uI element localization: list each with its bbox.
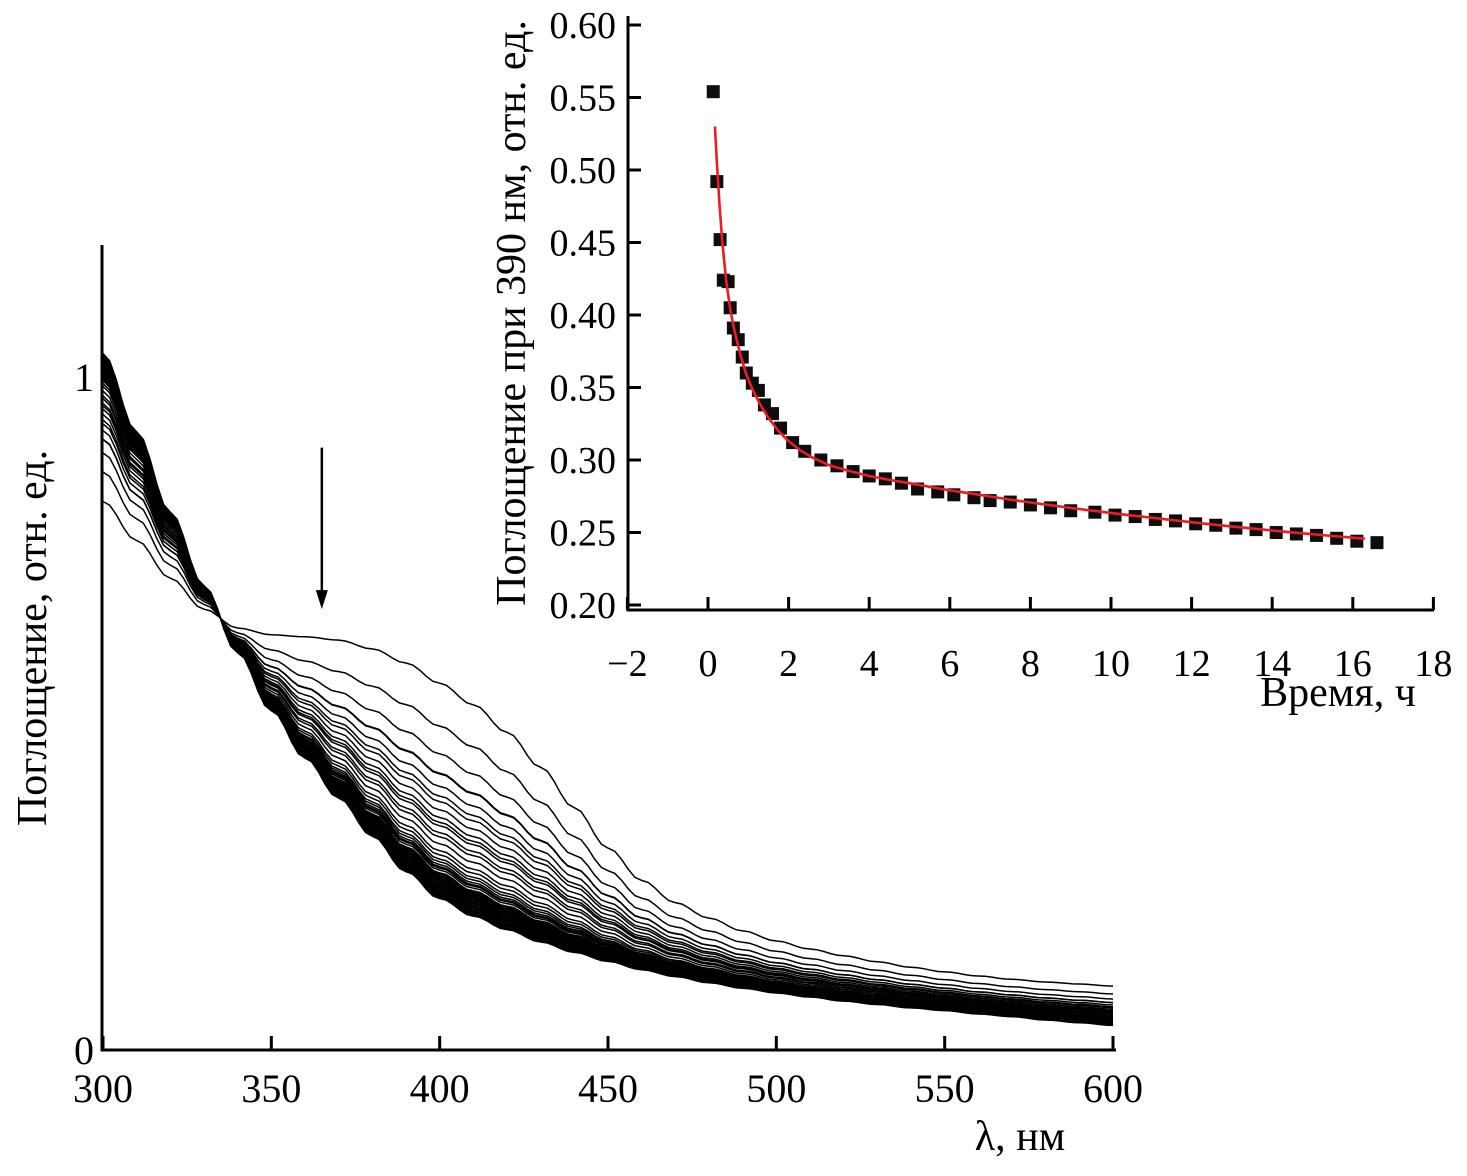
inset-fit-line	[713, 126, 1366, 540]
inset-x-tick-label: 6	[940, 643, 959, 685]
inset-y-tick-label: 0.20	[550, 585, 617, 627]
main-xaxis-title: λ, нм	[975, 1114, 1065, 1160]
main-y-tick-label: 0	[74, 1028, 94, 1073]
inset-y-tick-label: 0.60	[550, 5, 617, 47]
inset-x-tick-label: 4	[860, 643, 879, 685]
main-x-tick-label: 500	[746, 1066, 806, 1111]
inset-x-tick-label: 14	[1253, 643, 1291, 685]
arrow-head	[315, 590, 328, 610]
main-x-tick-label: 400	[410, 1066, 470, 1111]
inset-tick-labels: −2 0 2 4 6 8 10 12 14 16 18 0.20 0.25 0.30 0.35 0.40 0.4…	[550, 5, 1453, 685]
inset-data-point	[894, 476, 908, 490]
spectrum-curve	[102, 413, 1114, 1010]
main-x-tick-label: 350	[241, 1066, 301, 1111]
inset-y-tick-label: 0.50	[550, 150, 617, 192]
spectrum-curve	[102, 438, 1114, 1004]
inset-data-points	[706, 85, 1384, 550]
spectrum-curve	[102, 471, 1114, 995]
spectrum-curve	[102, 408, 1114, 1012]
inset-y-tick-label: 0.30	[550, 440, 617, 482]
spectrum-curve	[102, 452, 1114, 1000]
inset-y-tick-label: 0.40	[550, 295, 617, 337]
main-tick-labels: 300 350 400 450 500 550 600 0 1	[73, 355, 1143, 1111]
inset-y-tick-label: 0.25	[550, 513, 617, 555]
inset-data-point	[1269, 526, 1283, 539]
main-axes	[100, 245, 1116, 1052]
main-yaxis-title: Поглощение, отн. ед.	[10, 450, 56, 826]
inset-y-tick-label: 0.45	[550, 223, 617, 265]
inset-data-point	[1330, 531, 1344, 545]
time-direction-arrow	[315, 447, 328, 610]
spectrum-curve	[102, 405, 1114, 1013]
main-x-tick-label: 550	[915, 1066, 975, 1111]
spectrum-curve	[102, 500, 1114, 987]
inset-data-point	[706, 85, 720, 99]
inset-y-tick-label: 0.55	[550, 78, 617, 120]
inset-data-point	[1229, 521, 1243, 535]
spectrum-curve	[102, 395, 1114, 1015]
spectrum-curve	[102, 353, 1114, 1027]
spectrum-curve	[102, 430, 1114, 1006]
main-spectra-curves	[102, 353, 1114, 1027]
main-y-tick-label: 1	[74, 355, 94, 400]
inset-x-tick-label: 12	[1173, 643, 1211, 685]
inset-x-tick-label: 2	[779, 643, 798, 685]
inset-axes	[625, 16, 1435, 612]
inset-xaxis-title: Время, ч	[1260, 670, 1416, 716]
spectrum-curve	[102, 423, 1114, 1008]
inset-data-point	[713, 233, 727, 247]
inset-x-tick-label: 10	[1092, 643, 1130, 685]
spectrum-curve	[102, 402, 1114, 1013]
fit-curve	[713, 126, 1366, 540]
spectrum-curve	[102, 385, 1114, 1018]
main-x-tick-label: 600	[1083, 1066, 1143, 1111]
inset-y-tick-label: 0.35	[550, 368, 617, 410]
inset-x-tick-label: 8	[1021, 643, 1040, 685]
main-x-tick-label: 450	[578, 1066, 638, 1111]
inset-data-point	[1003, 495, 1017, 509]
spectrum-curve	[102, 390, 1114, 1017]
spectrum-curve	[102, 419, 1114, 1009]
inset-x-tick-label: 18	[1414, 643, 1452, 685]
inset-data-point	[1370, 536, 1384, 550]
inset-data-point	[1023, 498, 1037, 512]
inset-x-tick-label: −2	[607, 643, 647, 685]
inset-yaxis-title: Поглощение при 390 нм, отн. ед.	[489, 20, 535, 606]
inset-x-tick-label: 16	[1334, 643, 1372, 685]
main-x-tick-label: 300	[73, 1066, 133, 1111]
inset-x-tick-label: 0	[699, 643, 718, 685]
